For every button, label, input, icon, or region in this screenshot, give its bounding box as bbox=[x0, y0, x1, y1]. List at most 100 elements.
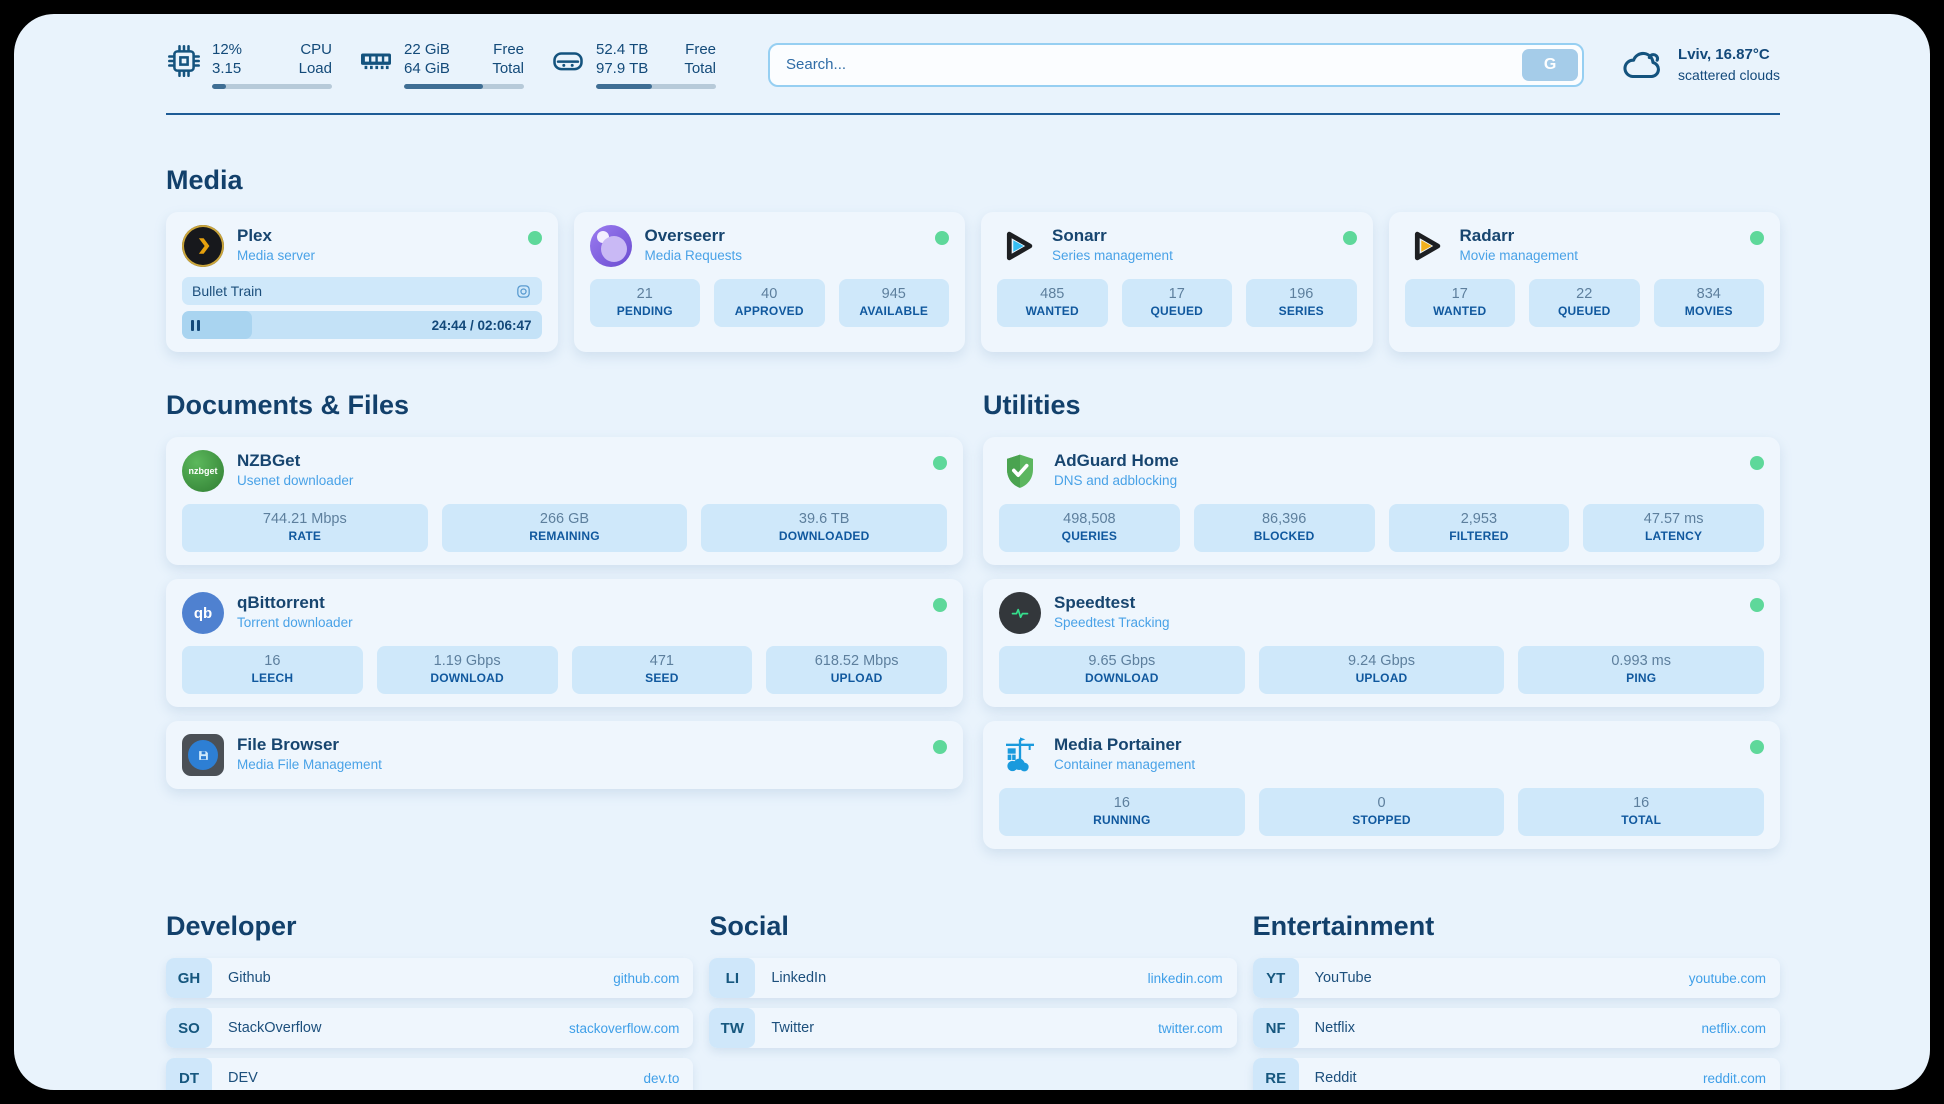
link-name: DEV bbox=[228, 1070, 258, 1086]
disk-icon bbox=[553, 52, 583, 71]
ram-icon bbox=[361, 53, 391, 70]
app-subtitle: Speedtest Tracking bbox=[1054, 615, 1170, 630]
section-heading-utilities: Utilities bbox=[983, 390, 1081, 420]
app-name: File Browser bbox=[237, 735, 340, 754]
cpu-label: CPU bbox=[300, 41, 332, 58]
portainer-icon bbox=[999, 734, 1041, 776]
dashboard: 12% 3.15 CPU Load bbox=[14, 14, 1930, 1090]
bookmark-group-entertainment: Entertainment YT YouTube youtube.com NF … bbox=[1252, 911, 1780, 1090]
stat-wanted: 17 WANTED bbox=[1404, 279, 1515, 327]
app-name: Sonarr bbox=[1052, 226, 1107, 245]
app-card-filebrowser[interactable]: File Browser Media File Management bbox=[166, 721, 963, 789]
disk-free-label: Free bbox=[685, 41, 716, 58]
cpu-icon bbox=[168, 45, 200, 77]
app-subtitle: Media server bbox=[237, 248, 316, 263]
weather-location: Lviv, 16.87°C bbox=[1678, 45, 1770, 63]
link-twitter[interactable]: TW Twitter twitter.com bbox=[709, 1008, 1237, 1048]
speedtest-icon bbox=[999, 592, 1041, 634]
link-dev[interactable]: DT DEV dev.to bbox=[166, 1058, 694, 1090]
bookmark-group-developer: Developer GH Github github.com SO StackO… bbox=[166, 911, 694, 1090]
cpu-usage-value: 12% bbox=[212, 41, 243, 58]
app-subtitle: Torrent downloader bbox=[237, 615, 353, 630]
disk-stat-widget: 52.4 TB 97.9 TB Free Total bbox=[550, 40, 716, 89]
stat-queued: 17 QUEUED bbox=[1121, 279, 1232, 327]
utilities-column: Utilities AdGuard Home bbox=[983, 390, 1780, 849]
disk-total-value: 97.9 TB bbox=[596, 60, 649, 77]
app-card-radarr[interactable]: Radarr Movie management 17 WANTED 22 QUE… bbox=[1388, 212, 1780, 352]
app-card-plex[interactable]: Plex Media server Bullet Train bbox=[166, 212, 558, 352]
link-name: Reddit bbox=[1314, 1070, 1357, 1086]
cpu-stat-widget: 12% 3.15 CPU Load bbox=[166, 40, 332, 89]
app-card-speedtest[interactable]: Speedtest Speedtest Tracking 9.65 Gbps D… bbox=[983, 579, 1780, 707]
section-heading-social: Social bbox=[709, 911, 789, 941]
link-github[interactable]: GH Github github.com bbox=[166, 958, 694, 998]
documents-column: Documents & Files nzbget NZBGet Usenet d… bbox=[166, 390, 963, 849]
stat-remaining: 266 GB REMAINING bbox=[441, 504, 688, 552]
app-name: AdGuard Home bbox=[1054, 451, 1179, 470]
stat-queued: 22 QUEUED bbox=[1529, 279, 1640, 327]
now-playing-row: Bullet Train bbox=[182, 277, 542, 305]
app-card-portainer[interactable]: Media Portainer Container management 16 … bbox=[983, 721, 1780, 849]
app-card-overseerr[interactable]: Overseerr Media Requests 21 PENDING 40 A… bbox=[573, 212, 965, 352]
sonarr-icon bbox=[997, 225, 1039, 267]
nzbget-icon: nzbget bbox=[182, 450, 224, 492]
status-dot bbox=[933, 740, 947, 754]
stat-latency: 47.57 ms LATENCY bbox=[1583, 504, 1764, 552]
filebrowser-icon bbox=[182, 734, 224, 776]
overseerr-icon bbox=[589, 225, 632, 267]
playback-progress-bar[interactable]: 24:44 / 02:06:47 bbox=[182, 311, 542, 339]
link-linkedin[interactable]: LI LinkedIn linkedin.com bbox=[709, 958, 1237, 998]
pause-icon[interactable] bbox=[191, 319, 200, 331]
link-name: Twitter bbox=[771, 1020, 815, 1036]
stat-total: 16 TOTAL bbox=[1518, 788, 1765, 836]
cast-icon[interactable] bbox=[515, 283, 532, 300]
stat-approved: 40 APPROVED bbox=[714, 279, 825, 327]
app-card-adguard[interactable]: AdGuard Home DNS and adblocking 498,508 … bbox=[983, 437, 1780, 565]
app-name: Overseerr bbox=[644, 226, 725, 245]
disk-progress-bar bbox=[596, 84, 716, 89]
link-url: stackoverflow.com bbox=[569, 1020, 680, 1036]
stat-leech: 16 LEECH bbox=[182, 646, 363, 694]
link-tag: NF bbox=[1252, 1008, 1299, 1048]
disk-free-value: 52.4 TB bbox=[596, 41, 649, 58]
link-youtube[interactable]: YT YouTube youtube.com bbox=[1252, 958, 1780, 998]
link-name: Netflix bbox=[1314, 1020, 1355, 1036]
link-reddit[interactable]: RE Reddit reddit.com bbox=[1252, 1058, 1780, 1090]
stat-filtered: 2,953 FILTERED bbox=[1388, 504, 1570, 552]
plex-icon bbox=[182, 225, 224, 267]
stat-pending: 21 PENDING bbox=[589, 279, 700, 327]
status-dot bbox=[935, 231, 949, 245]
app-subtitle: Movie management bbox=[1459, 248, 1579, 263]
stat-download: 1.19 Gbps DOWNLOAD bbox=[376, 646, 558, 694]
section-heading-entertainment: Entertainment bbox=[1252, 911, 1435, 941]
radarr-icon bbox=[1405, 225, 1447, 267]
stat-available: 945 AVAILABLE bbox=[838, 279, 949, 327]
status-dot bbox=[1342, 231, 1357, 245]
cpu-progress-bar bbox=[212, 84, 332, 89]
app-name: Media Portainer bbox=[1054, 735, 1182, 754]
qbittorrent-icon: qb bbox=[182, 592, 224, 634]
app-card-qbittorrent[interactable]: qb qBittorrent Torrent downloader 16 LEE… bbox=[166, 579, 963, 707]
stat-stopped: 0 STOPPED bbox=[1258, 788, 1505, 836]
link-url: dev.to bbox=[643, 1070, 680, 1086]
weather-widget: Lviv, 16.87°C scattered clouds bbox=[1620, 42, 1780, 88]
search-input[interactable] bbox=[774, 56, 1523, 73]
ram-free-value: 22 GiB bbox=[404, 41, 450, 58]
search-engine-button[interactable]: G bbox=[1522, 48, 1579, 81]
section-heading-developer: Developer bbox=[166, 911, 297, 941]
app-card-nzbget[interactable]: nzbget NZBGet Usenet downloader 744.21 M… bbox=[166, 437, 963, 565]
app-subtitle: Media Requests bbox=[644, 248, 743, 263]
app-name: Plex bbox=[237, 226, 272, 245]
stat-downloaded: 39.6 TB DOWNLOADED bbox=[701, 504, 948, 552]
link-netflix[interactable]: NF Netflix netflix.com bbox=[1252, 1008, 1780, 1048]
link-tag: SO bbox=[166, 1008, 212, 1048]
stat-movies: 834 MOVIES bbox=[1653, 279, 1764, 327]
status-dot bbox=[1750, 231, 1764, 245]
link-stackoverflow[interactable]: SO StackOverflow stackoverflow.com bbox=[166, 1008, 694, 1048]
status-dot bbox=[1750, 598, 1764, 612]
app-card-sonarr[interactable]: Sonarr Series management 485 WANTED 17 Q… bbox=[981, 212, 1373, 352]
ram-total-label: Total bbox=[492, 60, 524, 77]
link-name: LinkedIn bbox=[771, 970, 827, 986]
search-bar: G bbox=[768, 42, 1585, 87]
app-subtitle: Media File Management bbox=[237, 757, 382, 772]
